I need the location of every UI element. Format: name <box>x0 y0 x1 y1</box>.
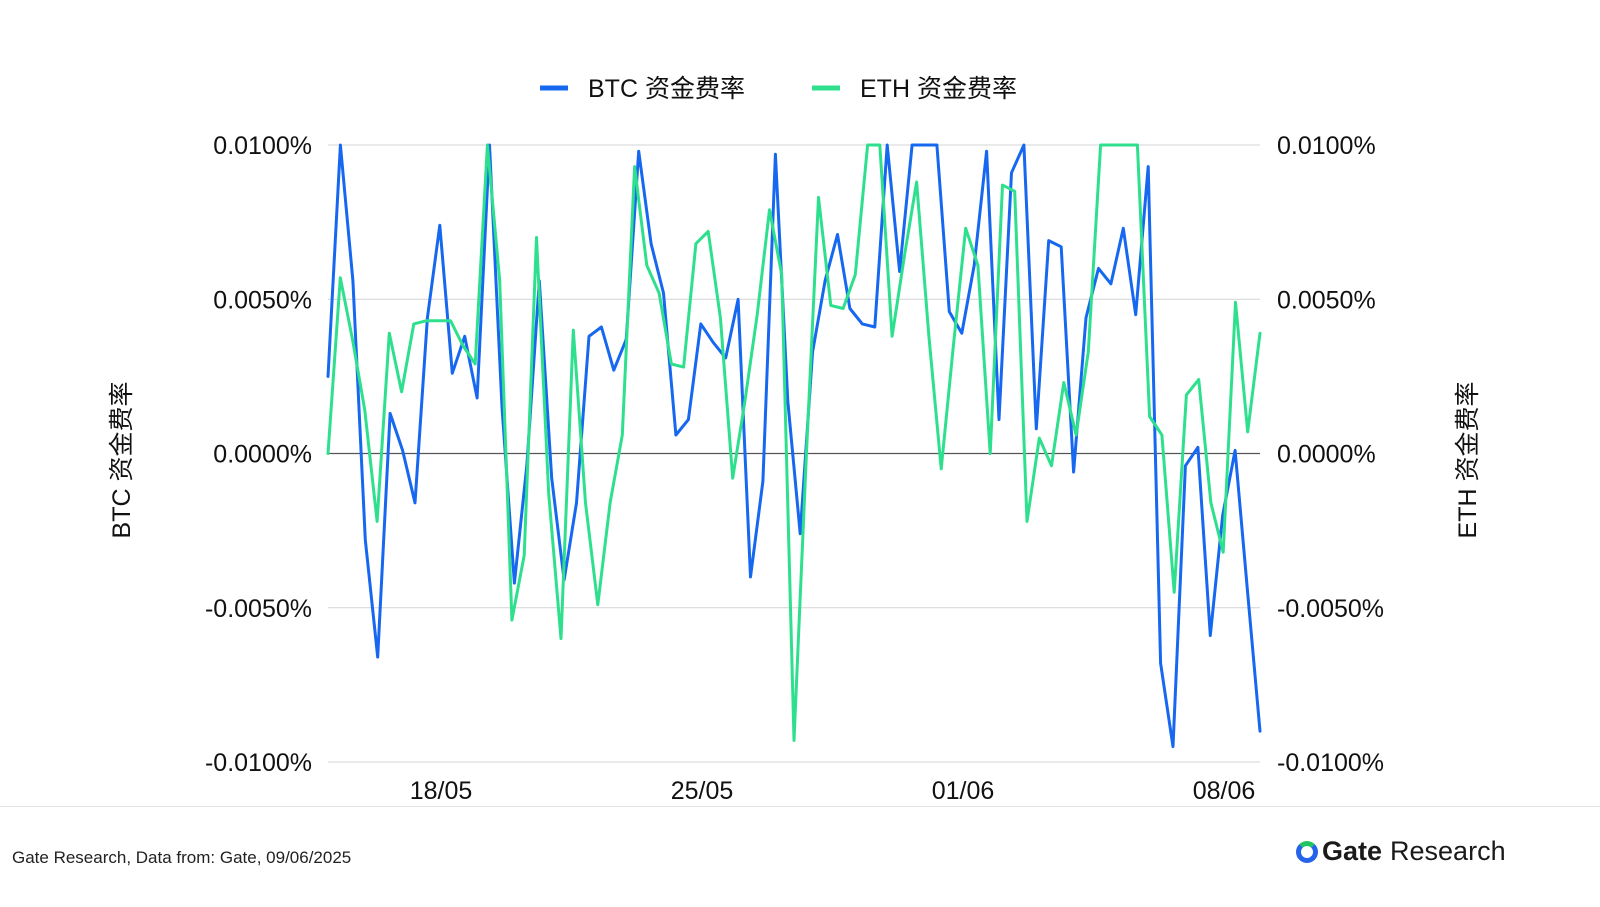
right-axis-ticks: 0.0100% 0.0050% 0.0000% -0.0050% -0.0100% <box>1277 132 1384 777</box>
legend: BTC 资金费率 ETH 资金费率 <box>540 75 1017 103</box>
source-note: Gate Research, Data from: Gate, 09/06/20… <box>12 848 352 867</box>
eth-series-line <box>326 143 1262 742</box>
footer-divider <box>0 806 1600 807</box>
x-axis-ticks: 18/05 25/05 01/06 08/06 <box>410 777 1256 805</box>
brand-logo: Gate Research <box>1296 836 1506 867</box>
x-tick-label: 08/06 <box>1193 777 1256 805</box>
left-axis-title: BTC 资金费率 <box>108 382 136 539</box>
right-axis-title: ETH 资金费率 <box>1454 382 1482 539</box>
right-tick-label: -0.0100% <box>1277 749 1384 777</box>
series-layer <box>326 143 1262 749</box>
right-tick-label: -0.0050% <box>1277 595 1384 623</box>
left-tick-label: 0.0100% <box>213 132 312 160</box>
left-tick-label: -0.0100% <box>205 749 312 777</box>
right-tick-label: 0.0000% <box>1277 441 1376 469</box>
right-tick-label: 0.0050% <box>1277 286 1376 314</box>
x-tick-label: 01/06 <box>932 777 995 805</box>
gate-logo-icon <box>1296 840 1318 863</box>
btc-series-line <box>326 143 1262 749</box>
right-tick-label: 0.0100% <box>1277 132 1376 160</box>
left-tick-label: 0.0000% <box>213 441 312 469</box>
brand-suffix: Research <box>1390 836 1506 866</box>
left-axis-ticks: 0.0100% 0.0050% 0.0000% -0.0050% -0.0100% <box>205 132 312 777</box>
brand-name: Gate <box>1322 836 1383 866</box>
x-tick-label: 25/05 <box>671 777 734 805</box>
btc-legend-label: BTC 资金费率 <box>588 75 745 103</box>
eth-legend-label: ETH 资金费率 <box>860 75 1017 103</box>
left-tick-label: -0.0050% <box>205 595 312 623</box>
left-tick-label: 0.0050% <box>213 286 312 314</box>
x-tick-label: 18/05 <box>410 777 473 805</box>
